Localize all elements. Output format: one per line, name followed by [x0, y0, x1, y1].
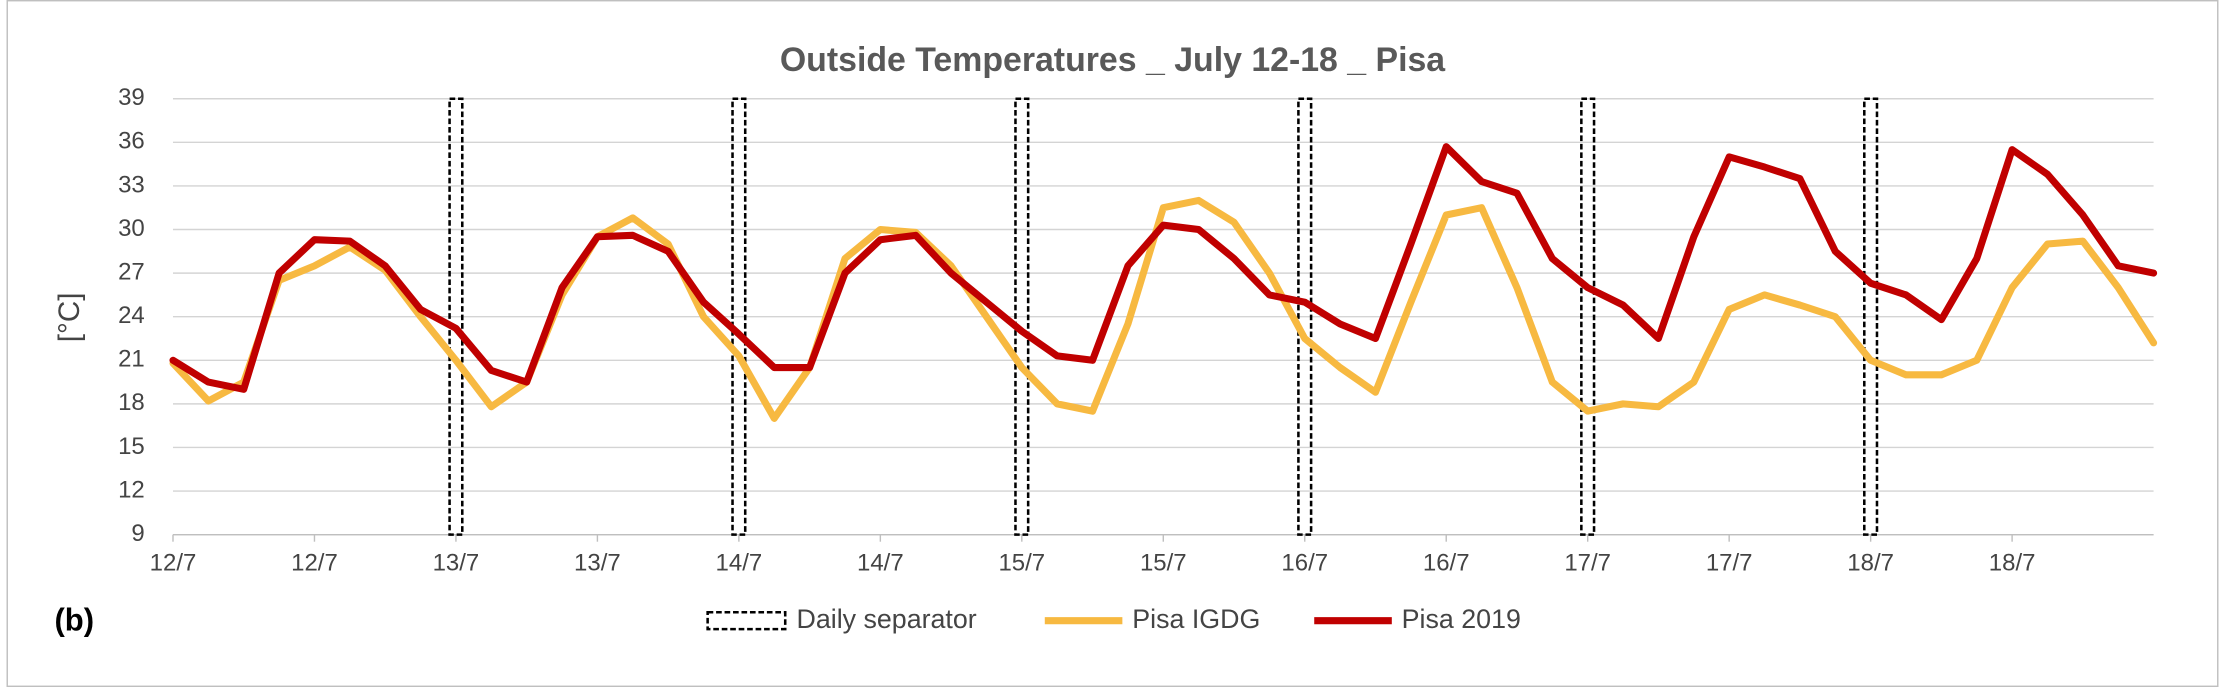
legend-label: Pisa 2019	[1402, 604, 1521, 634]
x-tick-label: 16/7	[1281, 550, 1328, 577]
daily-separator	[1863, 97, 1879, 536]
daily-separator	[1014, 97, 1030, 536]
y-tick-label: 18	[118, 389, 145, 416]
y-tick-label: 30	[118, 215, 145, 242]
x-tick-label: 17/7	[1564, 550, 1611, 577]
y-tick-label: 27	[118, 258, 145, 285]
chart-border	[6, 0, 2219, 687]
daily-separator	[731, 97, 747, 536]
y-tick-label: 12	[118, 476, 145, 503]
x-tick-label: 18/7	[1847, 550, 1894, 577]
x-tick-label: 13/7	[574, 550, 621, 577]
line-series	[169, 143, 2158, 393]
x-tick-label: 16/7	[1423, 550, 1470, 577]
y-tick-label: 36	[118, 128, 145, 155]
x-tick-label: 12/7	[150, 550, 197, 577]
x-tick-label: 13/7	[433, 550, 480, 577]
daily-separator	[1297, 97, 1313, 536]
x-tick-label: 18/7	[1989, 550, 2036, 577]
legend-label: Daily separator	[797, 604, 977, 634]
daily-separator	[1580, 97, 1596, 536]
line-series	[169, 196, 2158, 422]
x-tick-label: 14/7	[716, 550, 763, 577]
x-tick-label: 17/7	[1706, 550, 1753, 577]
y-tick-label: 33	[118, 171, 145, 198]
legend-label: Pisa IGDG	[1132, 604, 1260, 634]
y-tick-label: 24	[118, 302, 145, 329]
y-tick-label: 9	[131, 520, 144, 547]
x-tick-label: 15/7	[1140, 550, 1187, 577]
x-tick-label: 14/7	[857, 550, 904, 577]
panel-label: (b)	[54, 602, 94, 637]
legend-swatch	[706, 610, 787, 631]
y-tick-label: 15	[118, 433, 145, 460]
y-axis-label: [°C]	[53, 293, 86, 343]
daily-separator	[448, 97, 464, 536]
y-tick-label: 39	[118, 84, 145, 111]
x-tick-label: 12/7	[291, 550, 338, 577]
x-tick-label: 15/7	[998, 550, 1045, 577]
y-tick-label: 21	[118, 346, 145, 373]
chart-title: Outside Temperatures _ July 12-18 _ Pisa	[780, 41, 1446, 79]
